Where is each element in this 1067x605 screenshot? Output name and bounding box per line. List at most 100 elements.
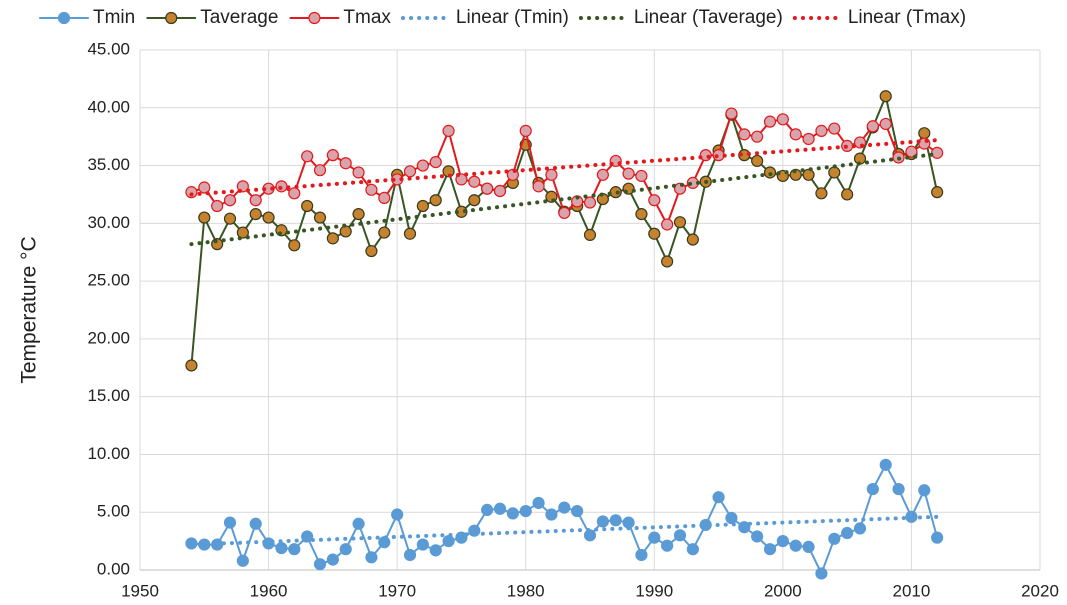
marker [622,167,635,180]
marker [326,232,339,245]
marker [442,535,455,548]
marker [532,180,545,193]
legend-marker [57,11,71,25]
marker [558,501,571,514]
marker [403,227,417,240]
y-tick-label: 10.00 [87,444,130,463]
marker [198,181,211,194]
marker [288,187,301,200]
marker [802,168,815,181]
marker [236,554,249,567]
marker [519,124,532,137]
marker [493,502,507,515]
marker [275,541,288,555]
marker [352,517,365,530]
legend-label: Linear (Tmax) [848,7,966,28]
marker [558,206,571,220]
marker [442,124,455,137]
marker [776,113,789,126]
marker [815,124,828,137]
trend-line [189,138,940,197]
marker [416,159,429,172]
marker [211,199,224,213]
marker [365,244,378,258]
marker [751,130,764,143]
marker [879,90,892,103]
x-tick-label: 1970 [378,581,416,600]
marker [545,508,558,521]
marker [738,128,751,141]
marker [635,548,648,562]
marker [249,517,262,530]
marker [339,157,352,170]
x-tick-label: 1990 [635,581,673,600]
marker [776,535,789,548]
legend-marker [165,11,178,25]
marker [403,165,417,178]
marker [223,194,237,207]
y-tick-label: 0.00 [97,559,130,578]
marker [815,187,828,200]
marker [725,107,738,120]
marker [918,127,931,140]
marker [416,538,429,551]
marker [185,359,198,372]
marker [391,508,404,521]
marker [403,548,417,562]
marker [648,531,661,544]
marker [326,149,339,162]
marker [313,164,327,177]
marker [673,529,687,542]
marker [802,132,815,146]
marker [931,531,944,544]
marker [789,539,802,552]
marker [596,168,609,181]
x-tick-label: 1960 [250,581,288,600]
marker [648,194,661,207]
x-tick-label: 1950 [121,581,159,600]
marker [429,194,442,207]
marker [583,529,597,542]
marker [493,184,507,198]
marker [236,226,249,239]
y-tick-label: 15.00 [87,386,130,405]
legend-label: Linear (Tmin) [456,7,569,28]
legend-label: Tmax [343,7,391,28]
x-tick-label: 2010 [893,581,931,600]
marker [326,553,339,566]
marker [712,491,725,504]
y-tick-label: 20.00 [87,328,130,347]
marker [751,154,764,168]
marker [352,166,365,179]
marker [648,227,661,240]
x-tick-label: 2020 [1021,581,1059,600]
marker [429,155,442,169]
marker [313,558,327,571]
marker [378,191,391,205]
marker [609,514,622,527]
marker [519,504,532,518]
marker [866,120,879,133]
marker [339,225,352,238]
y-tick-label: 5.00 [97,502,130,521]
marker [841,526,854,540]
marker [789,128,802,141]
marker [249,207,262,221]
marker [931,186,944,199]
marker [301,150,314,163]
marker [468,194,481,207]
marker [262,211,275,224]
marker [365,183,378,196]
y-tick-label: 45.00 [87,39,130,58]
marker [815,567,828,580]
marker [905,145,918,158]
marker [725,511,738,525]
y-tick-label: 40.00 [87,97,130,116]
marker [532,496,545,510]
marker [339,543,352,556]
marker [378,226,391,239]
marker [841,188,854,201]
trend-line [189,514,940,547]
legend-label: Tmin [93,7,135,28]
legend-marker [308,11,321,25]
